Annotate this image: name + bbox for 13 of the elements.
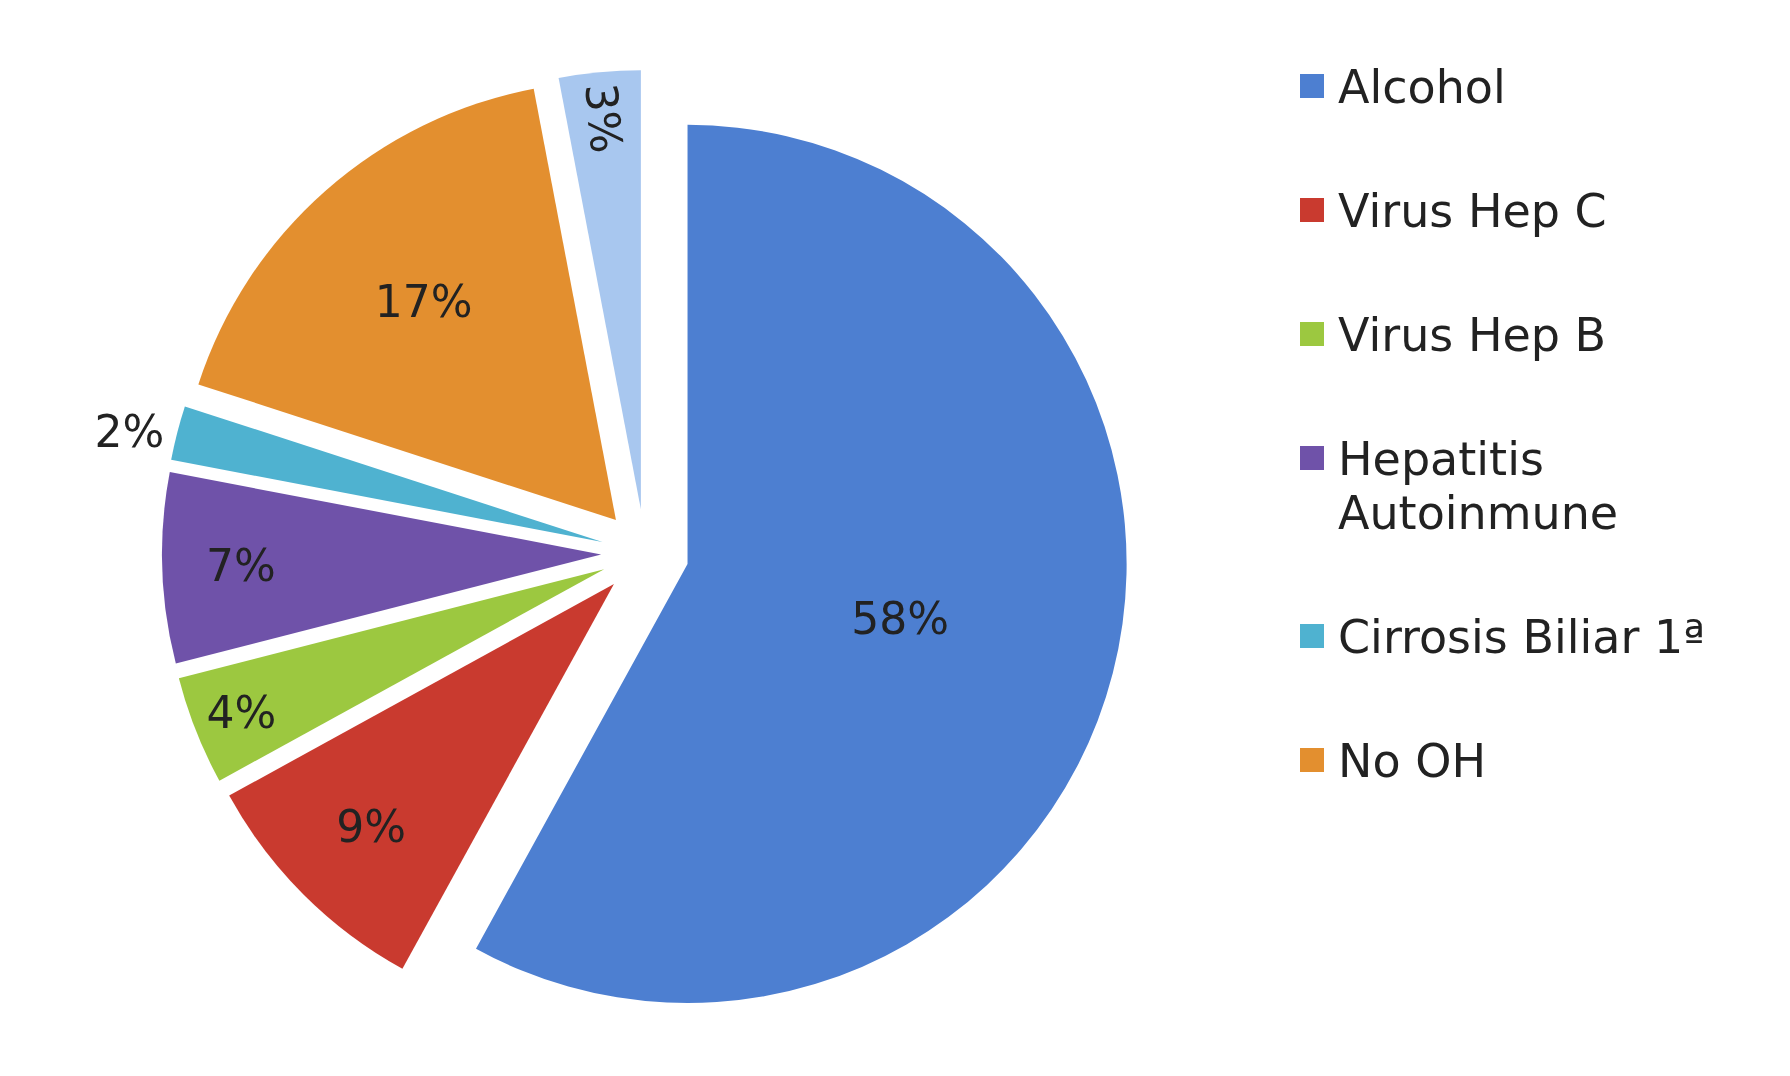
data-label: 2% xyxy=(94,405,165,457)
data-label: 17% xyxy=(374,276,473,328)
legend-label: Hepatitis Autoinmune xyxy=(1338,432,1620,540)
data-label: 4% xyxy=(206,687,277,739)
legend-label: Cirrosis Biliar 1ª xyxy=(1338,610,1705,664)
data-label: 3% xyxy=(575,81,633,156)
legend-label: Virus Hep C xyxy=(1338,184,1607,238)
data-label: 58% xyxy=(851,593,950,645)
data-label: 7% xyxy=(205,540,276,592)
legend-label: Virus Hep B xyxy=(1338,308,1607,362)
legend-label: Alcohol xyxy=(1338,60,1506,114)
legend-label: No OH xyxy=(1338,734,1486,788)
data-label: 9% xyxy=(336,801,407,853)
